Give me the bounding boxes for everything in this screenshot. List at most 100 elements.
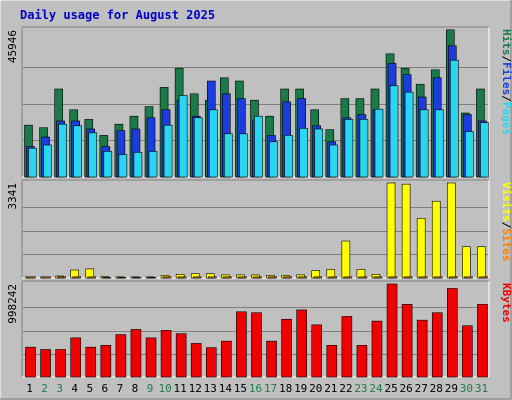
kbytes-bar <box>236 311 247 378</box>
y-max-label: 998242 <box>6 284 19 324</box>
panel-3: 998242 KBytes <box>6 280 512 378</box>
sites-bar <box>42 276 51 279</box>
sites-bar <box>268 276 277 279</box>
pages-bar <box>269 141 278 178</box>
visits-bar <box>341 240 351 279</box>
x-tick-label: 3 <box>56 382 63 395</box>
kbytes-bar <box>70 337 81 378</box>
kbytes-bar <box>130 329 142 378</box>
x-tick-label: 18 <box>279 382 292 395</box>
legend-entry: Files <box>500 62 512 95</box>
kbytes-bar <box>356 345 368 378</box>
legend-entry: / <box>500 222 512 229</box>
kbytes-bar <box>115 334 127 378</box>
visits-bar <box>386 182 396 279</box>
pages-bar <box>103 151 113 178</box>
pages-bar <box>163 124 173 178</box>
kbytes-bar <box>145 337 157 378</box>
kbytes-bar <box>296 309 307 378</box>
sites-bar <box>207 276 217 279</box>
x-tick-label: 26 <box>400 382 413 395</box>
kbytes-bar <box>311 324 323 378</box>
pages-bar <box>73 125 82 178</box>
panel-legend: Visits/Sites <box>500 182 512 262</box>
pages-bar <box>254 115 263 178</box>
sites-bar <box>328 276 338 279</box>
x-tick-label: 29 <box>445 382 458 395</box>
x-tick-label: 30 <box>460 382 473 395</box>
sites-bar <box>87 276 97 279</box>
y-max-label: 45946 <box>6 30 19 63</box>
x-tick-label: 2 <box>41 382 48 395</box>
x-tick-label: 14 <box>219 382 233 395</box>
legend-entry: Pages <box>500 102 512 135</box>
sites-bar <box>388 276 398 279</box>
pages-bar <box>133 152 143 178</box>
kbytes-bar <box>266 340 277 378</box>
kbytes-bar <box>401 304 413 378</box>
kbytes-bar <box>431 312 443 378</box>
x-tick-label: 5 <box>86 382 93 395</box>
kbytes-bar <box>371 320 383 378</box>
pages-bar <box>118 154 128 178</box>
legend-entry: / <box>500 56 512 63</box>
x-tick-label: 22 <box>339 382 352 395</box>
x-tick-label: 19 <box>294 382 307 395</box>
kbytes-bar <box>386 283 398 378</box>
x-tick-label: 16 <box>249 382 262 395</box>
sites-bar <box>147 277 157 279</box>
sites-bar <box>298 276 307 279</box>
kbytes-bar <box>85 346 97 378</box>
pages-bar <box>193 117 203 178</box>
x-axis-labels: 1 2 3 4 5 6 7 8 9 10 11 12 13 14 15 16 17 18 19 20 21 22 23 24 2… <box>26 382 488 395</box>
pages-bar <box>43 144 52 178</box>
pages-bar <box>178 95 188 178</box>
panel-legend: KBytes <box>500 283 512 323</box>
x-tick-label: 23 <box>354 382 367 395</box>
sites-bar <box>283 276 292 279</box>
visits-bar <box>431 200 441 279</box>
kbytes-bar <box>100 345 112 378</box>
pages-bar <box>419 109 429 178</box>
sites-bar <box>449 276 458 279</box>
visits-bar <box>477 246 486 279</box>
kbytes-bar <box>160 330 172 378</box>
sites-bar <box>479 276 488 279</box>
pages-bar <box>224 133 233 178</box>
kbytes-bar <box>462 325 473 378</box>
chart-title: Daily usage for August 2025 <box>20 8 215 22</box>
panel-1: 45946 Hits/Files/Pages <box>6 26 512 178</box>
sites-bar <box>238 276 247 279</box>
visits-bar <box>416 217 426 279</box>
legend-entry: Hits <box>500 29 512 56</box>
sites-bar <box>253 276 262 279</box>
sites-bar <box>358 276 368 279</box>
kbytes-bar <box>205 347 217 378</box>
pages-bar <box>480 122 489 178</box>
visits-bar <box>401 183 411 279</box>
pages-bar <box>344 119 354 178</box>
sites-bar <box>162 276 172 279</box>
kbytes-bar <box>221 340 232 378</box>
y-max-label: 3341 <box>6 183 19 210</box>
pages-bar <box>465 131 474 178</box>
x-tick-label: 17 <box>264 382 277 395</box>
legend-entry: / <box>500 95 512 102</box>
sites-bar <box>343 276 353 279</box>
x-tick-label: 20 <box>309 382 322 395</box>
x-tick-label: 15 <box>234 382 247 395</box>
kbytes-bar <box>251 312 262 378</box>
sites-bar <box>223 276 232 279</box>
x-tick-label: 11 <box>174 382 187 395</box>
pages-bar <box>314 128 324 178</box>
sites-bar <box>418 276 428 279</box>
sites-bar <box>177 276 187 279</box>
sites-bar <box>72 276 81 279</box>
sites-bar <box>117 277 127 279</box>
legend-entry: Sites <box>500 228 512 261</box>
x-tick-label: 10 <box>158 382 171 395</box>
legend-entry: KBytes <box>500 283 512 323</box>
x-tick-label: 24 <box>369 382 383 395</box>
sites-bar <box>102 277 112 279</box>
